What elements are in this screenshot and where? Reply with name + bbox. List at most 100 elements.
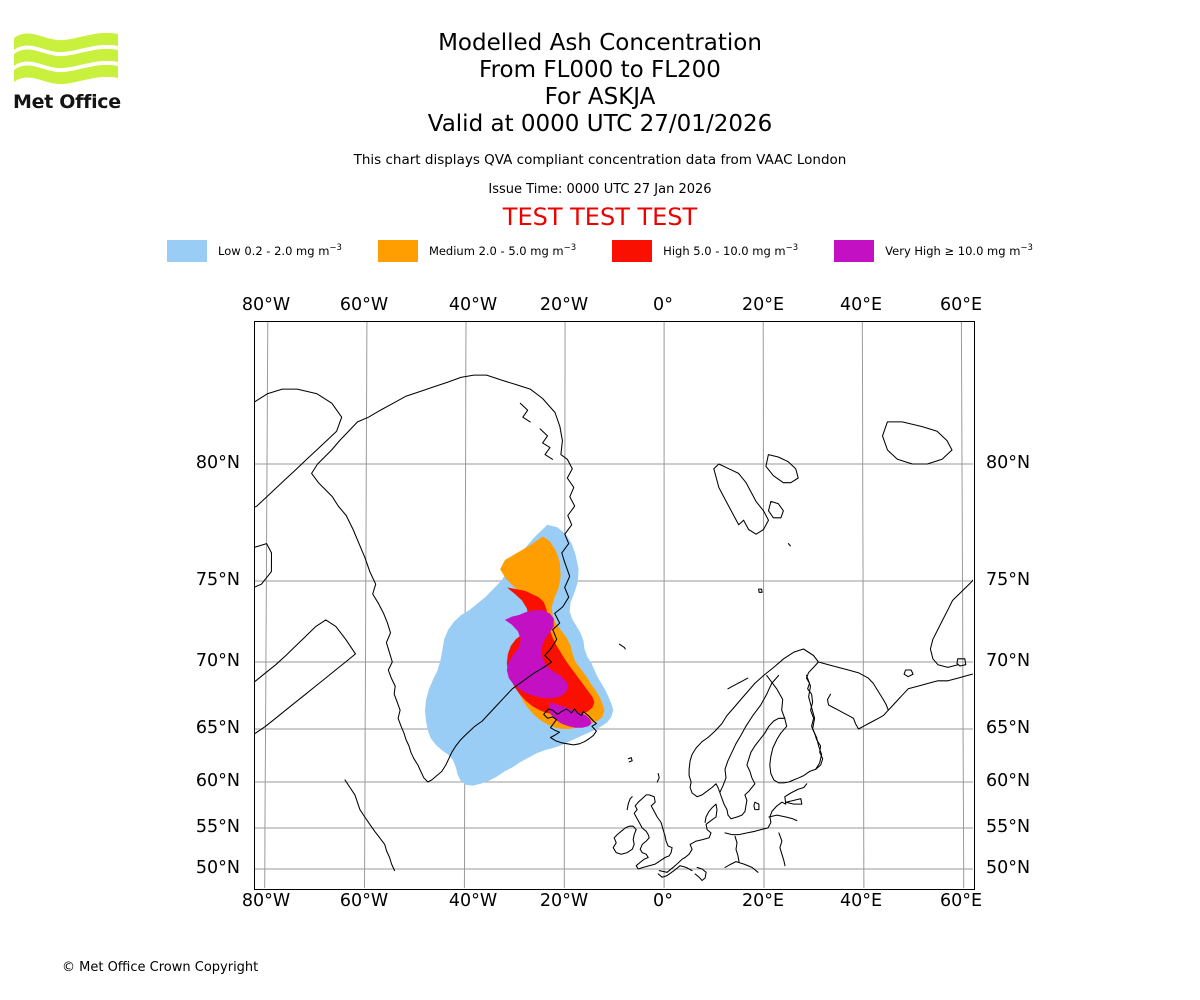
- coast-bjornoya: [758, 588, 763, 593]
- legend-entry-low: Low 0.2 - 2.0 mg m−3: [167, 240, 342, 262]
- lon-label-bottom-0: 80°W: [241, 891, 291, 911]
- plume-contour-very-high: [504, 610, 569, 699]
- valid-time: Valid at 0000 UTC 27/01/2026: [427, 111, 773, 137]
- coast-europe-north-coast: [684, 803, 718, 859]
- chart-header: Modelled Ash Concentration From FL000 to…: [0, 0, 1200, 231]
- flight-level-range: From FL000 to FL200: [479, 57, 721, 83]
- coast-lofoten: [727, 677, 749, 690]
- lat-label-left-4: 60°N: [195, 771, 240, 791]
- meridian-40: [861, 322, 865, 888]
- coast-europe-south-edge: [658, 856, 686, 873]
- legend-label-very-high: Very High ≥ 10.0 mg m−3: [885, 243, 1033, 258]
- lat-label-right-1: 75°N: [986, 570, 1031, 590]
- coast-border-lv-lt: [768, 814, 798, 822]
- coast-border-fr-de: [694, 866, 707, 882]
- logo-wordmark: Met Office: [13, 91, 121, 113]
- coast-border-pl-de: [734, 835, 740, 863]
- coast-border-fi-ru: [805, 674, 823, 770]
- legend-entry-medium: Medium 2.0 - 5.0 mg m−3: [377, 240, 577, 262]
- coast-iceland: [543, 708, 597, 746]
- coast-border-no-se: [719, 674, 780, 793]
- coast-scandinavia: [688, 648, 824, 820]
- coast-border-pl-by-ua: [778, 832, 786, 867]
- lon-label-bottom-5: 20°E: [741, 891, 785, 911]
- coast-border-fr-inland: [657, 865, 693, 878]
- ash-concentration-map: [255, 322, 973, 888]
- coast-spitsbergen: [713, 463, 770, 535]
- coast-greenland-ne-fjords-2: [519, 402, 531, 423]
- lon-label-top-1: 60°W: [339, 295, 389, 315]
- legend-label-medium: Medium 2.0 - 5.0 mg m−3: [428, 243, 577, 258]
- logo-wave-icon: [14, 32, 118, 85]
- meridian-60: [960, 322, 965, 888]
- coast-border-ee-lv-lt: [785, 798, 803, 805]
- legend-swatch-high: [612, 240, 653, 262]
- coast-pechora-coast: [887, 673, 973, 711]
- coast-greenland: [311, 374, 576, 783]
- lat-label-right-3: 65°N: [986, 718, 1031, 738]
- coast-orkney-shetland: [656, 772, 660, 783]
- lon-label-top-2: 40°W: [448, 295, 498, 315]
- coast-border-se-fi: [766, 674, 786, 719]
- concentration-legend: Low 0.2 - 2.0 mg m−3 Medium 2.0 - 5.0 mg …: [0, 240, 1200, 262]
- issue-time: Issue Time: 0000 UTC 27 Jan 2026: [488, 182, 712, 197]
- lon-label-bottom-2: 40°W: [448, 891, 498, 911]
- legend-swatch-very-high: [834, 240, 875, 262]
- meridian-20: [762, 322, 765, 888]
- lon-label-bottom-1: 60°W: [339, 891, 389, 911]
- lat-label-left-0: 80°N: [195, 453, 240, 473]
- lat-label-left-3: 65°N: [195, 718, 240, 738]
- copyright-notice: © Met Office Crown Copyright: [62, 960, 259, 975]
- lat-label-left-6: 50°N: [195, 858, 240, 878]
- lat-label-right-2: 70°N: [986, 651, 1031, 671]
- qva-note: This chart displays QVA compliant concen…: [353, 152, 847, 168]
- coast-kola-coast: [817, 661, 889, 730]
- coast-baffin-island: [255, 619, 357, 735]
- lon-label-top-5: 20°E: [741, 295, 785, 315]
- lon-label-top-6: 40°E: [839, 295, 883, 315]
- coast-nordaustlandet: [765, 454, 799, 484]
- coast-baltic-south-coast: [724, 783, 808, 836]
- lat-label-right-0: 80°N: [986, 453, 1031, 473]
- legend-entry-very-high: Very High ≥ 10.0 mg m−3: [834, 240, 1033, 262]
- meridian--40: [463, 322, 467, 888]
- legend-entry-high: High 5.0 - 10.0 mg m−3: [612, 240, 798, 262]
- lon-label-bottom-7: 60°E: [939, 891, 983, 911]
- lat-label-left-1: 75°N: [195, 570, 240, 590]
- plume-contour-very-high-2: [548, 702, 592, 728]
- coast-great-britain: [633, 794, 673, 870]
- coastlines: [255, 374, 973, 882]
- lat-label-right-6: 50°N: [986, 858, 1031, 878]
- meridian--80: [264, 322, 269, 888]
- lon-label-bottom-3: 20°W: [539, 891, 589, 911]
- map-container[interactable]: 80°W 80°W 60°W 60°W 40°W 40°W 20°W 20°W 0° 0° 20°E…: [196, 295, 1030, 911]
- lat-label-left-2: 70°N: [195, 651, 240, 671]
- coast-faroe-islands: [627, 757, 633, 763]
- map-frame: [254, 321, 975, 890]
- lon-label-top-0: 80°W: [241, 295, 291, 315]
- legend-label-low: Low 0.2 - 2.0 mg m−3: [218, 243, 342, 258]
- coast-franz-josef-land: [881, 421, 953, 465]
- lon-label-bottom-6: 40°E: [839, 891, 883, 911]
- coast-hopen: [787, 543, 791, 547]
- volcano-name: For ASKJA: [544, 84, 656, 110]
- ash-plume: [425, 524, 614, 786]
- lat-label-right-5: 55°N: [986, 817, 1031, 837]
- coast-kolguyev: [903, 669, 914, 678]
- coast-jan-mayen: [618, 643, 626, 650]
- coast-devon-island: [255, 543, 273, 588]
- coast-border-de-cz-at: [724, 861, 759, 873]
- coast-vaygach: [956, 658, 967, 667]
- legend-swatch-medium: [377, 240, 418, 262]
- coast-gotland: [753, 801, 760, 811]
- lon-label-top-3: 20°W: [539, 295, 589, 315]
- coast-novaya-zemlya: [929, 579, 973, 668]
- legend-swatch-low: [167, 240, 208, 262]
- lat-label-left-5: 55°N: [195, 817, 240, 837]
- meridian--60: [364, 322, 368, 888]
- lon-label-top-7: 60°E: [939, 295, 983, 315]
- lat-label-right-4: 60°N: [986, 771, 1031, 791]
- coast-outer-hebrides: [626, 796, 633, 811]
- legend-label-high: High 5.0 - 10.0 mg m−3: [663, 243, 799, 258]
- test-banner: TEST TEST TEST: [502, 203, 698, 231]
